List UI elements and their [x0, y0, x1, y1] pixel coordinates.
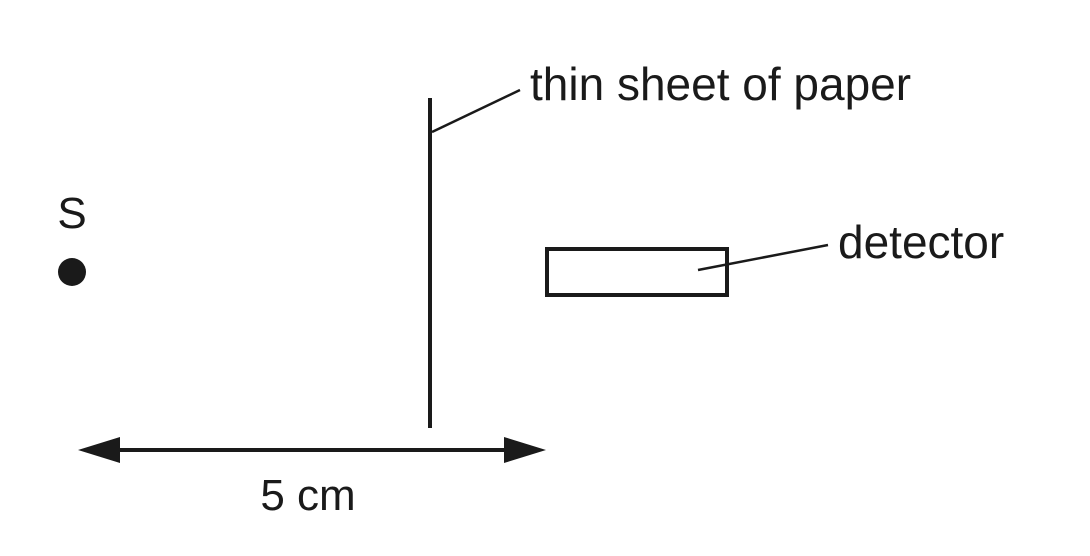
distance-arrow-right-head	[504, 437, 546, 463]
source-dot	[58, 258, 86, 286]
distance-label: 5 cm	[260, 471, 355, 520]
paper-label: thin sheet of paper	[530, 58, 911, 110]
detector-box	[545, 247, 729, 297]
paper-leader-line	[431, 88, 521, 134]
source-label: S	[57, 189, 86, 238]
distance-arrow-left-head	[78, 437, 120, 463]
detector-leader-line	[697, 243, 829, 272]
detector-label: detector	[838, 216, 1004, 268]
